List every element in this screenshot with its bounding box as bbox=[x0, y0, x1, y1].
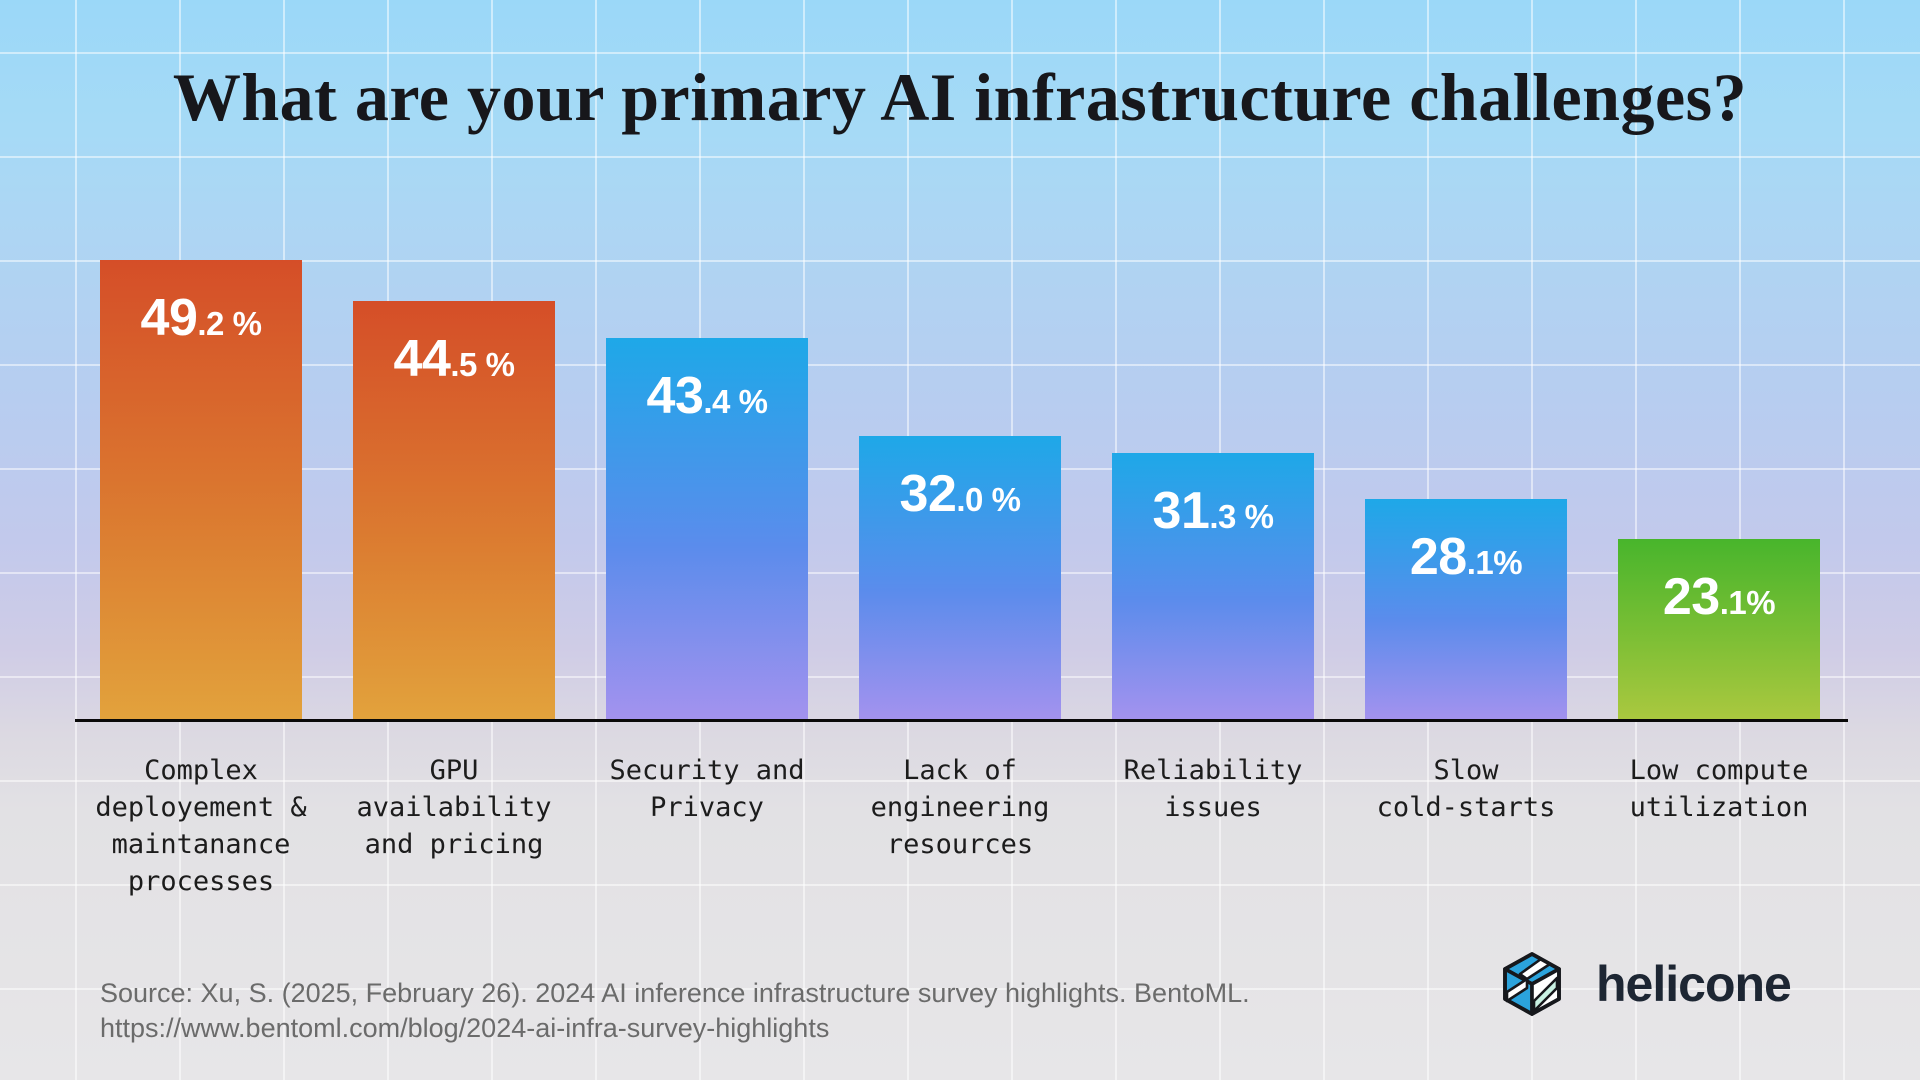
bar-reliability-issues: 31.3 % bbox=[1112, 453, 1314, 719]
category-label-slow-cold-starts: Slow cold-starts bbox=[1376, 755, 1556, 823]
category-label-reliability-issues: Reliability issues bbox=[1123, 755, 1303, 823]
source-line-2: https://www.bentoml.com/blog/2024-ai-inf… bbox=[100, 1013, 830, 1043]
value-decimal: .2 % bbox=[197, 305, 262, 342]
category-label-security-privacy: Security and Privacy bbox=[609, 755, 805, 823]
bar-low-compute-utilization: 23.1% bbox=[1618, 539, 1820, 719]
bar-slow-cold-starts: 28.1% bbox=[1365, 499, 1567, 719]
helicone-cube-icon bbox=[1503, 952, 1561, 1016]
bar-lack-engineering: 32.0 % bbox=[859, 436, 1061, 719]
category-label-complex-deployment: Complex deployement & maintanance proces… bbox=[95, 755, 307, 897]
bar-value-label: 32.0 % bbox=[859, 465, 1061, 523]
bar-value-label: 23.1% bbox=[1618, 568, 1820, 626]
value-integer: 49 bbox=[140, 289, 198, 347]
brand-logo: helicone bbox=[1500, 951, 1792, 1017]
category-label-gpu-availability: GPU availability and pricing bbox=[356, 755, 552, 860]
value-decimal: .4 % bbox=[703, 383, 768, 420]
value-decimal: .1% bbox=[1719, 584, 1776, 621]
category-label-low-compute-utilization: Low compute utilization bbox=[1629, 755, 1809, 823]
category-label-lack-engineering: Lack of engineering resources bbox=[870, 755, 1050, 860]
value-integer: 43 bbox=[646, 367, 704, 425]
value-integer: 32 bbox=[899, 465, 957, 523]
bar-value-label: 49.2 % bbox=[100, 289, 302, 347]
bar-gpu-availability: 44.5 % bbox=[353, 301, 555, 719]
value-integer: 28 bbox=[1409, 528, 1467, 586]
bar-value-label: 28.1% bbox=[1365, 528, 1567, 586]
brand-name: helicone bbox=[1596, 956, 1792, 1012]
value-decimal: .0 % bbox=[956, 481, 1021, 518]
bar-security-privacy: 43.4 % bbox=[606, 338, 808, 719]
bar-complex-deployment: 49.2 % bbox=[100, 260, 302, 719]
bar-value-label: 44.5 % bbox=[353, 330, 555, 388]
source-citation: Source: Xu, S. (2025, February 26). 2024… bbox=[100, 976, 1250, 1046]
value-integer: 44 bbox=[393, 330, 451, 388]
x-axis-line bbox=[75, 719, 1848, 722]
value-integer: 23 bbox=[1662, 568, 1720, 626]
value-integer: 31 bbox=[1152, 482, 1210, 540]
bar-value-label: 43.4 % bbox=[606, 367, 808, 425]
value-decimal: .1% bbox=[1466, 544, 1523, 581]
chart-title: What are your primary AI infrastructure … bbox=[172, 59, 1748, 135]
source-line-1: Source: Xu, S. (2025, February 26). 2024… bbox=[100, 978, 1250, 1008]
bar-value-label: 31.3 % bbox=[1112, 482, 1314, 540]
value-decimal: .5 % bbox=[450, 346, 515, 383]
value-decimal: .3 % bbox=[1209, 498, 1274, 535]
